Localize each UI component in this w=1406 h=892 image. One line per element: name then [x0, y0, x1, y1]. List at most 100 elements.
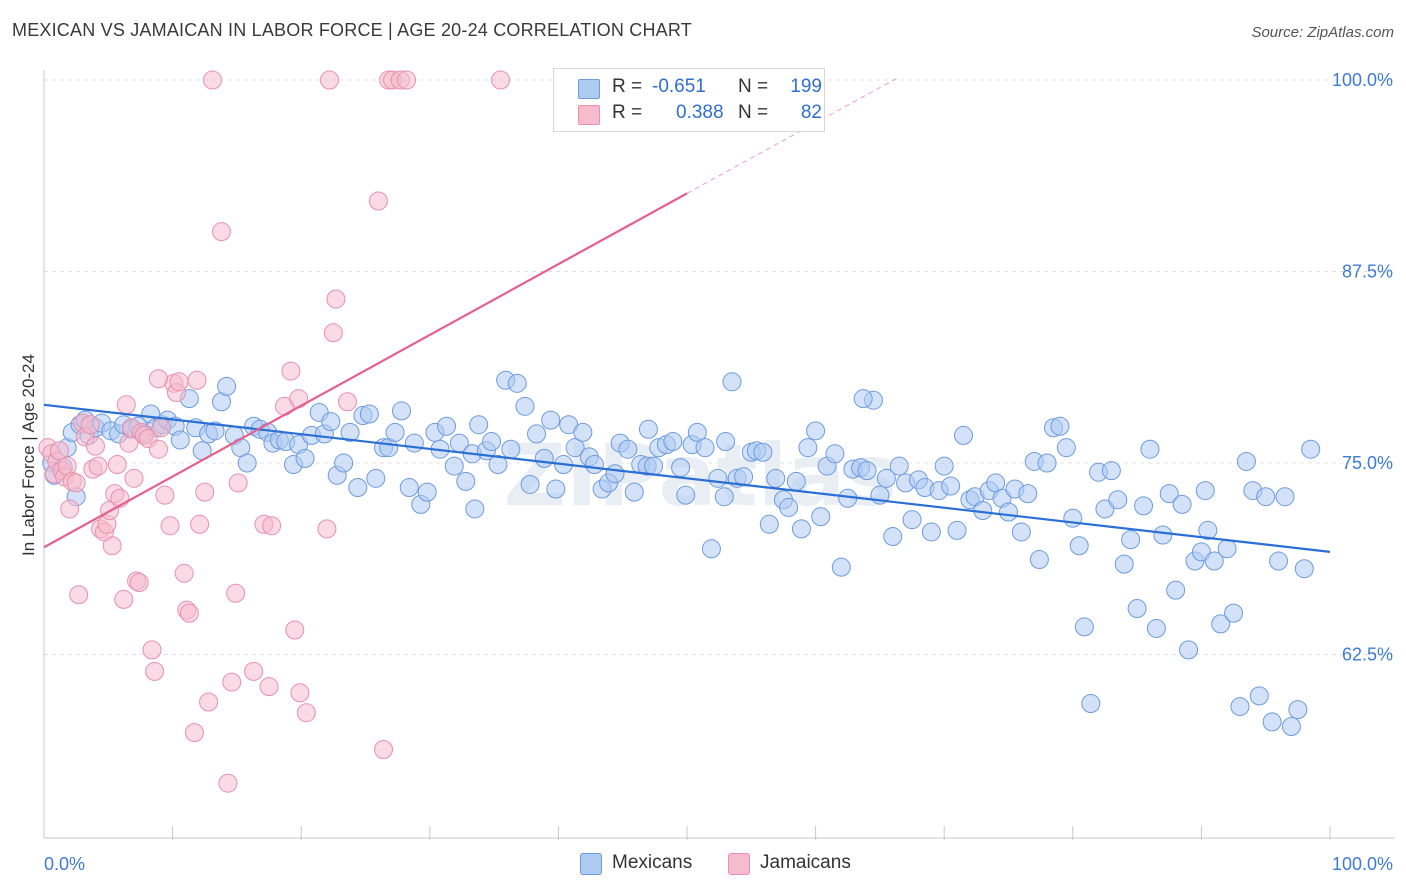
mexican-point	[469, 415, 489, 435]
jamaican-point	[187, 370, 207, 390]
mexican-point	[708, 468, 728, 488]
mexican-point	[366, 468, 386, 488]
jamaican-point	[114, 589, 134, 609]
mexican-point	[1114, 554, 1134, 574]
mexican-point	[811, 507, 831, 527]
mexican-point	[321, 412, 341, 432]
jamaican-point	[211, 222, 231, 242]
mexican-point	[695, 438, 715, 458]
mexican-point	[1211, 614, 1231, 634]
jamaican-point	[218, 773, 238, 793]
jamaican-point	[142, 640, 162, 660]
mexican-point	[1191, 542, 1211, 562]
mexican-point	[237, 453, 257, 473]
mexican-point	[722, 372, 742, 392]
x-tick-label: 0.0%	[44, 854, 85, 874]
mexican-point	[1236, 451, 1256, 471]
mexican-point	[1198, 520, 1218, 540]
legend-r-value: 0.388	[676, 102, 724, 123]
bottom-legend-label-jamaicans: Jamaicans	[760, 852, 851, 873]
jamaican-point	[222, 672, 242, 692]
mexican-point	[1288, 700, 1308, 720]
mexican-point	[205, 421, 225, 441]
jamaican-point	[202, 70, 222, 90]
mexican-point	[392, 401, 412, 421]
mexican-point	[857, 461, 877, 481]
mexican-point	[921, 522, 941, 542]
mexican-point	[1134, 496, 1154, 516]
jamaican-point	[259, 677, 279, 697]
mexican-point	[786, 471, 806, 491]
jamaican-point	[374, 739, 394, 759]
jamaican-point	[148, 439, 168, 459]
mexican-point	[806, 421, 826, 441]
mexican-point	[1224, 603, 1244, 623]
correlation-legend: R = -0.651 N = 199 R = 0.388 N = 82	[553, 68, 825, 132]
mexican-point	[348, 478, 368, 498]
jamaican-point	[290, 683, 310, 703]
mexican-point	[941, 476, 961, 496]
mexican-point	[687, 422, 707, 442]
jamaican-point	[281, 361, 301, 381]
jamaican-point	[323, 323, 343, 343]
jamaican-point	[69, 585, 89, 605]
mexican-point	[1095, 499, 1115, 519]
mexican-point	[644, 456, 664, 476]
y-tick-label: 87.5%	[1342, 262, 1393, 282]
bottom-legend-label-mexicans: Mexicans	[612, 852, 693, 873]
mexican-point	[482, 432, 502, 452]
legend-r-value: -0.651	[652, 76, 706, 97]
mexican-point	[1275, 487, 1295, 507]
mexican-point	[385, 422, 405, 442]
mexican-point	[507, 373, 527, 393]
legend-r-label: R =	[612, 102, 643, 123]
mexican-point	[584, 455, 604, 475]
mexican-point	[404, 433, 424, 453]
mexican-point	[1029, 550, 1049, 570]
mexican-point	[1108, 490, 1128, 510]
jamaican-point	[60, 499, 80, 519]
jamaican-point	[169, 372, 189, 392]
jamaican-point	[262, 516, 282, 536]
mexican-point	[1121, 530, 1141, 550]
jamaican-point	[317, 519, 337, 539]
legend-n-label: N =	[738, 102, 769, 123]
jamaican-point	[337, 392, 357, 412]
mexican-point	[170, 430, 190, 450]
mexican-point	[825, 444, 845, 464]
jamaican-trend-line	[43, 192, 688, 549]
mexican-point	[217, 376, 237, 396]
mexican-point	[334, 453, 354, 473]
mexican-point	[934, 456, 954, 476]
mexican-point	[1166, 580, 1186, 600]
jamaican-point	[66, 473, 86, 493]
legend-r-label: R =	[612, 76, 643, 97]
mexican-point	[515, 396, 535, 416]
mexican-point	[444, 456, 464, 476]
mexican-point	[1256, 487, 1276, 507]
mexican-point	[1127, 599, 1147, 619]
jamaican-point	[124, 468, 144, 488]
jamaican-point	[107, 455, 127, 475]
y-axis-label: In Labor Force | Age 20-24	[19, 354, 38, 556]
jamaican-point	[190, 514, 210, 534]
mexican-point	[638, 419, 658, 439]
legend-swatch-jamaicans	[578, 105, 600, 125]
mexican-point	[565, 438, 585, 458]
jamaican-point	[319, 70, 339, 90]
jamaican-point	[491, 70, 511, 90]
mexican-point	[671, 458, 691, 478]
jamaican-point	[49, 441, 69, 461]
jamaican-point	[195, 482, 215, 502]
legend-n-value: 82	[800, 102, 822, 123]
mexican-point	[1074, 617, 1094, 637]
mexican-point	[417, 482, 437, 502]
mexican-point	[1249, 686, 1269, 706]
jamaican-point	[368, 191, 388, 211]
mexican-point	[1159, 484, 1179, 504]
y-tick-label: 62.5%	[1342, 645, 1393, 665]
mexican-point	[359, 404, 379, 424]
mexican-point	[605, 464, 625, 484]
chart-title: MEXICAN VS JAMAICAN IN LABOR FORCE | AGE…	[12, 20, 692, 40]
mexican-point	[456, 471, 476, 491]
